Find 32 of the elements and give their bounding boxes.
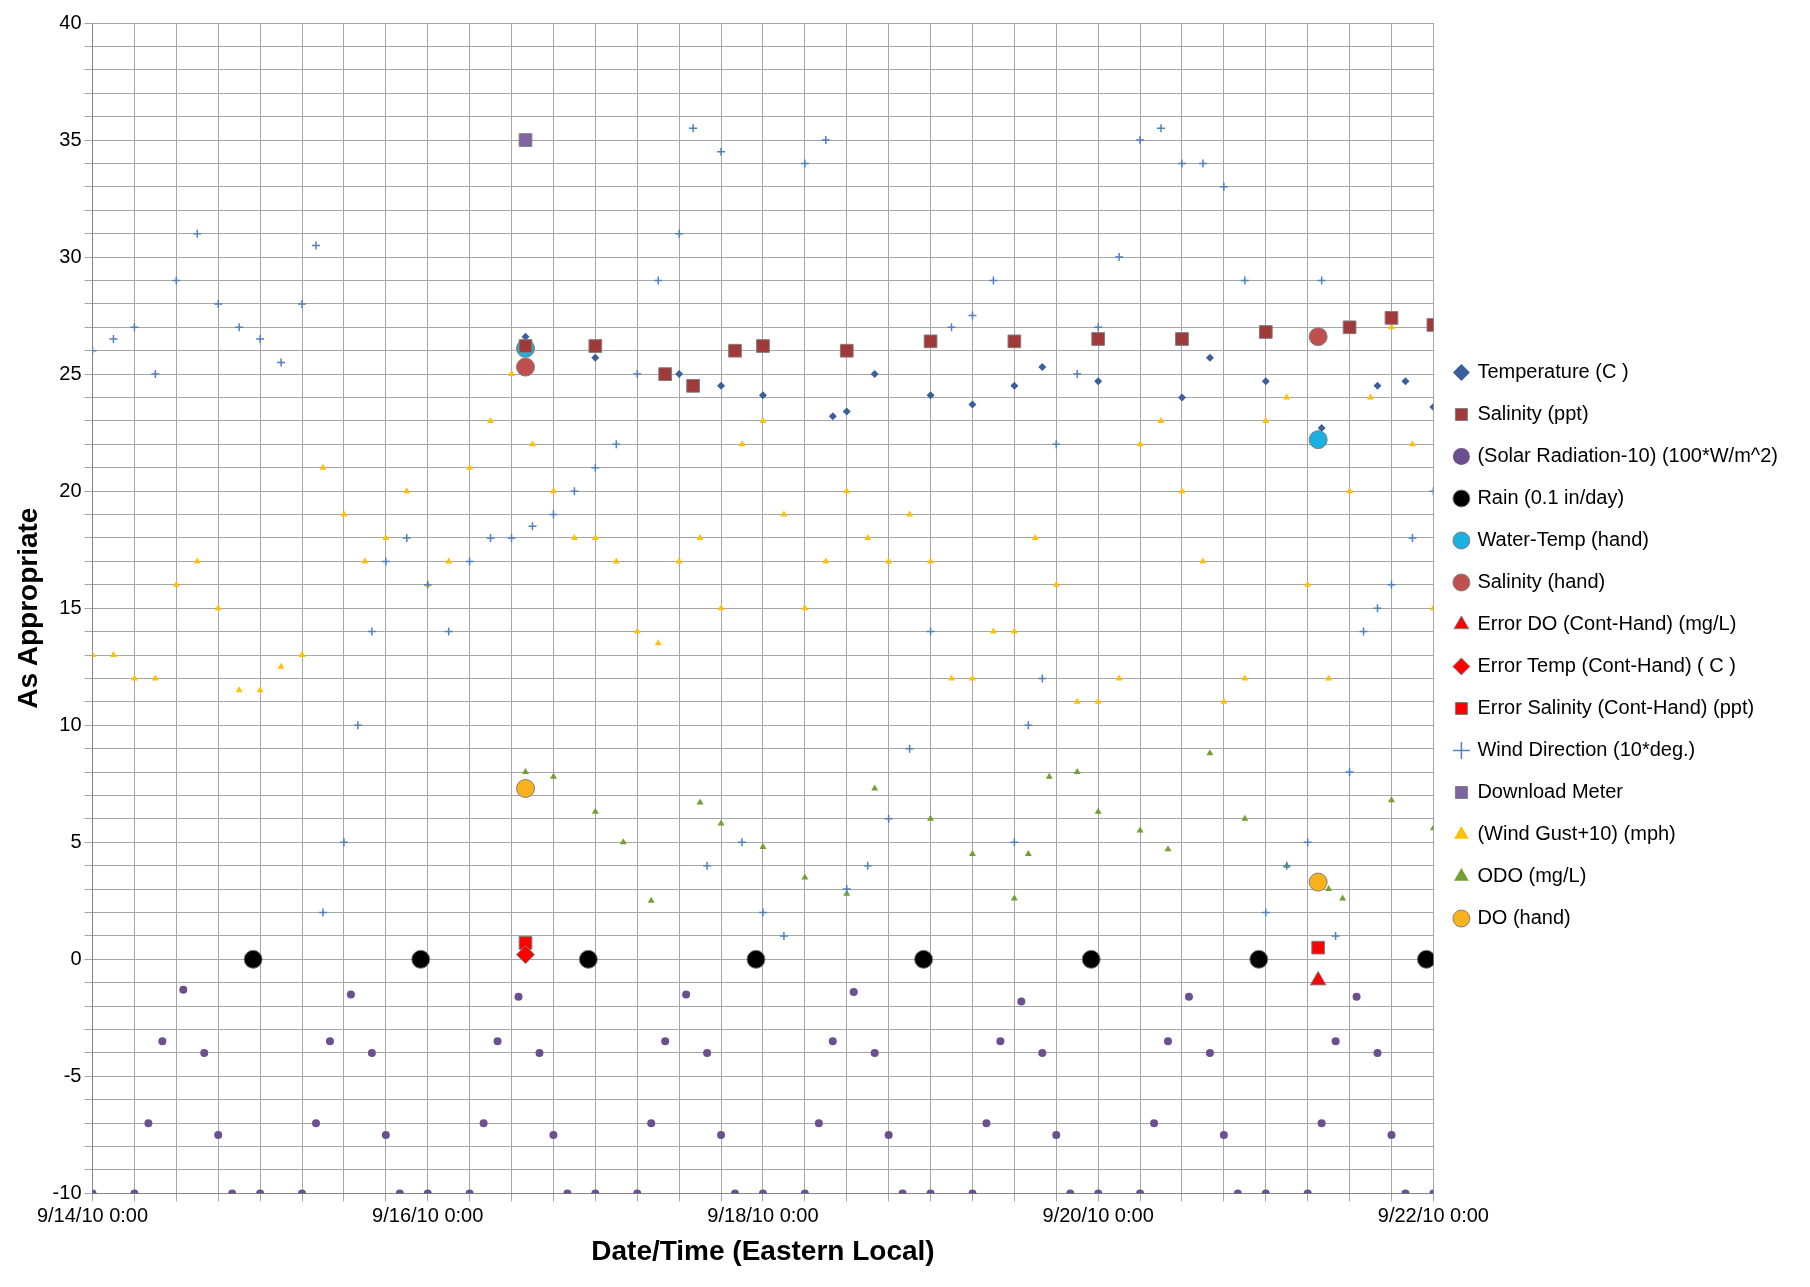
y-tick-label: 30 [59, 244, 82, 267]
legend-label: Rain (0.1 in/day) [1477, 486, 1625, 509]
legend-label: DO (hand) [1477, 906, 1571, 929]
x-tick-label: 9/20/10 0:00 [1042, 1203, 1154, 1226]
legend-label: Salinity (ppt) [1477, 402, 1589, 425]
x-tick-label: 9/16/10 0:00 [372, 1203, 484, 1226]
legend-label: Error Salinity (Cont-Hand) (ppt) [1477, 696, 1755, 719]
legend-label: Wind Direction (10*deg.) [1477, 738, 1696, 761]
legend-label: (Solar Radiation-10) (100*W/m^2) [1477, 444, 1778, 467]
y-tick-label: 25 [59, 361, 82, 384]
y-axis-title: As Appropriate [11, 507, 43, 709]
y-tick-label: 5 [70, 829, 82, 852]
x-tick-label: 9/18/10 0:00 [707, 1203, 819, 1226]
y-tick-label: 35 [59, 127, 82, 150]
legend-label: (Wind Gust+10) (mph) [1477, 822, 1676, 845]
legend-label: ODO (mg/L) [1477, 864, 1587, 887]
legend-label: Water-Temp (hand) [1477, 528, 1649, 551]
x-tick-label: 9/22/10 0:00 [1377, 1203, 1489, 1226]
legend-label: Temperature (C ) [1477, 360, 1629, 383]
y-tick-label: 20 [59, 478, 82, 501]
y-tick-label: -5 [63, 1063, 82, 1086]
legend-label: Error Temp (Cont-Hand) ( C ) [1477, 654, 1736, 677]
y-tick-label: 0 [70, 946, 82, 969]
x-axis-title: Date/Time (Eastern Local) [591, 1234, 935, 1266]
legend-label: Error DO (Cont-Hand) (mg/L) [1477, 612, 1737, 635]
x-tick-label: 9/14/10 0:00 [36, 1203, 149, 1226]
legend-label: Download Meter [1477, 780, 1624, 803]
legend-label: Salinity (hand) [1477, 570, 1606, 593]
y-tick-label: 15 [59, 595, 82, 618]
y-tick-label: 40 [59, 10, 82, 33]
y-tick-label: -10 [52, 1180, 82, 1203]
y-tick-label: 10 [59, 712, 82, 735]
